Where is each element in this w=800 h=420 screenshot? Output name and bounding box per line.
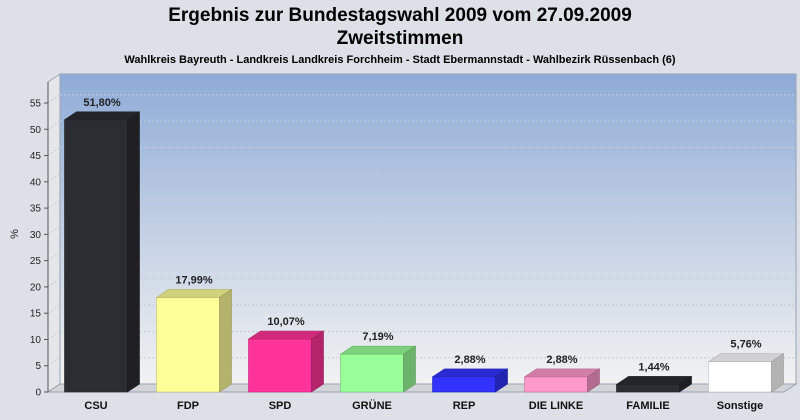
gridline-side bbox=[47, 173, 61, 183]
y-tick-label: 10 bbox=[30, 335, 42, 346]
y-tick-label: 55 bbox=[30, 99, 42, 110]
bar-front bbox=[64, 119, 128, 393]
y-tick-label: 25 bbox=[30, 256, 42, 267]
y-tick-label: 5 bbox=[35, 361, 41, 372]
category-label: FDP bbox=[177, 400, 199, 412]
data-label: 5,76% bbox=[730, 339, 761, 351]
bar-die-linke bbox=[523, 368, 601, 393]
gridlines bbox=[47, 94, 796, 367]
gridline-side bbox=[47, 278, 61, 288]
data-label: 17,99% bbox=[175, 274, 213, 286]
data-label: 51,80% bbox=[83, 97, 121, 109]
y-tick-label: 20 bbox=[30, 282, 42, 293]
gridline-side bbox=[47, 331, 61, 340]
y-axis: 0 5 10 15 20 25 30 35 40 45 50 55% bbox=[9, 82, 49, 399]
bar-top bbox=[615, 376, 693, 385]
bar-front bbox=[708, 361, 772, 393]
bar-side bbox=[219, 288, 232, 393]
category-label: DIE LINKE bbox=[529, 400, 583, 412]
gridline-side bbox=[47, 199, 61, 209]
gridline-side bbox=[47, 120, 61, 130]
category-label: SPD bbox=[269, 400, 292, 412]
bar-fdp bbox=[155, 288, 233, 393]
gridline-side bbox=[47, 225, 61, 235]
bar-side bbox=[587, 368, 600, 393]
bar-front bbox=[340, 353, 404, 393]
gridline-side bbox=[47, 357, 61, 367]
labels: 51,80% CSU 17,99% FDP 10,07% SPD 7,19% GRÜNE 2,8… bbox=[83, 97, 763, 412]
bar-rep bbox=[431, 368, 509, 393]
y-tick-label: 50 bbox=[30, 125, 42, 136]
y-tick-label: 30 bbox=[30, 230, 42, 241]
data-label: 2,88% bbox=[454, 354, 485, 366]
gridline-side bbox=[47, 147, 61, 156]
chart-title: Ergebnis zur Bundestagswahl 2009 vom 27.… bbox=[0, 4, 800, 50]
data-label: 10,07% bbox=[267, 316, 305, 328]
chart-subtitle: Wahlkreis Bayreuth - Landkreis Landkreis… bbox=[124, 54, 676, 66]
y-tick-label: 0 bbox=[35, 388, 41, 399]
bar-top bbox=[707, 353, 785, 363]
bar-csu bbox=[63, 111, 141, 393]
bar-top bbox=[247, 330, 325, 340]
data-label: 2,88% bbox=[546, 354, 577, 366]
bar-side bbox=[679, 375, 692, 393]
y-axis-label: % bbox=[9, 229, 21, 239]
category-label: GRÜNE bbox=[352, 399, 392, 412]
bar-front bbox=[248, 338, 312, 393]
data-label: 7,19% bbox=[362, 331, 393, 343]
y-tick-label: 15 bbox=[30, 309, 42, 320]
bar-side bbox=[127, 111, 140, 393]
category-label: FAMILIE bbox=[626, 400, 669, 412]
bar-spd bbox=[247, 330, 325, 393]
bar-top bbox=[431, 368, 509, 378]
plot-side-wall bbox=[47, 73, 61, 393]
bar-front bbox=[524, 376, 588, 393]
bar-top bbox=[63, 111, 141, 121]
y-tick-label: 35 bbox=[30, 204, 42, 215]
bar-side bbox=[771, 353, 784, 393]
bar-front bbox=[156, 297, 220, 393]
bar-side bbox=[495, 368, 508, 393]
category-label: REP bbox=[453, 400, 476, 412]
chart-title-line1: Ergebnis zur Bundestagswahl 2009 vom 27.… bbox=[168, 5, 632, 26]
y-tick-label: 45 bbox=[30, 151, 42, 162]
bar-side bbox=[311, 330, 324, 393]
gridline-side bbox=[47, 304, 61, 314]
bar-grüne bbox=[339, 345, 417, 393]
category-label: CSU bbox=[84, 400, 107, 412]
data-label: 1,44% bbox=[638, 361, 669, 373]
bar-side bbox=[403, 345, 416, 393]
bar-familie bbox=[615, 375, 693, 393]
bar-top bbox=[155, 289, 233, 298]
category-label: Sonstige bbox=[717, 400, 763, 412]
gridline-side bbox=[47, 252, 61, 262]
chart-title-line2: Zweitstimmen bbox=[336, 28, 464, 49]
gridline-side bbox=[47, 94, 61, 104]
bar-front bbox=[616, 384, 680, 393]
bar-top bbox=[339, 345, 417, 355]
bar-top bbox=[523, 368, 601, 378]
y-tick-label: 40 bbox=[30, 177, 42, 188]
bars bbox=[63, 111, 785, 393]
bar-front bbox=[432, 376, 496, 393]
bar-sonstige bbox=[707, 353, 785, 393]
